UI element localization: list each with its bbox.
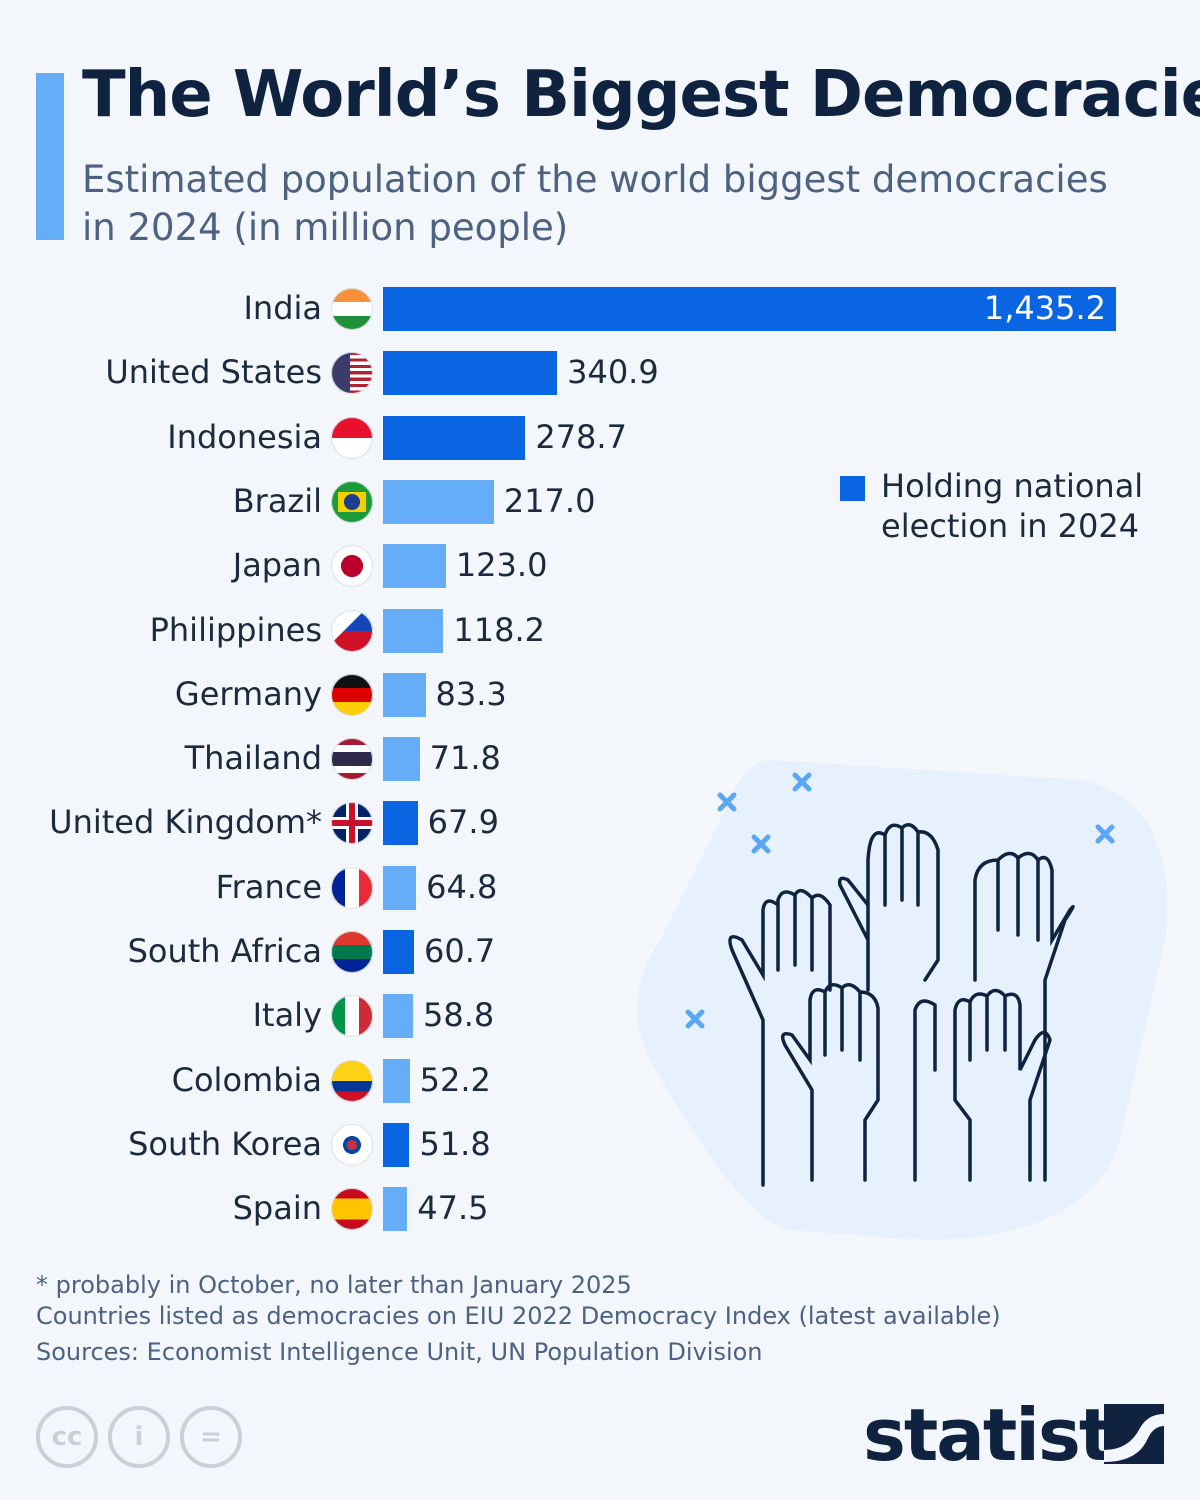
value-label: 278.7 — [535, 417, 627, 456]
bar-row: Spain 47.5 — [0, 1187, 1200, 1232]
bar-row: Italy 58.8 — [0, 994, 1200, 1039]
bar — [383, 608, 444, 653]
category-label: Colombia — [171, 1060, 322, 1099]
bar-row: Brazil 217.0 — [0, 479, 1200, 524]
value-label: 51.8 — [419, 1124, 491, 1163]
category-label: Japan — [232, 546, 322, 585]
bar — [383, 737, 420, 782]
bar — [383, 801, 418, 846]
bar — [383, 1187, 408, 1232]
title-accent-bar — [36, 73, 64, 240]
category-label: India — [243, 289, 322, 327]
value-label: 1,435.2 — [983, 289, 1106, 327]
bar-row: United States 340.9 — [0, 351, 1200, 396]
category-label: Germany — [174, 674, 322, 713]
value-label: 217.0 — [503, 481, 596, 520]
bar-row: India 1,435.2 — [0, 287, 1200, 331]
bar-row: France 64.8 — [0, 865, 1200, 910]
bar — [383, 994, 414, 1039]
value-label: 71.8 — [429, 739, 501, 778]
statista-logo-mark — [1104, 1404, 1164, 1464]
bar-row: South Africa 60.7 — [0, 930, 1200, 974]
value-label: 60.7 — [424, 932, 496, 970]
value-label: 340.9 — [567, 353, 659, 392]
bar — [383, 1058, 410, 1103]
category-label: Thailand — [184, 739, 322, 778]
category-label: France — [215, 867, 322, 906]
raised-hands-illustration — [637, 760, 1167, 1240]
footnote-asterisk: * probably in October, no later than Jan… — [36, 1271, 632, 1299]
category-label: South Africa — [127, 932, 322, 970]
flag-icon — [331, 673, 373, 716]
bar — [383, 479, 494, 524]
flag-icon — [331, 480, 373, 523]
value-label: 58.8 — [423, 996, 495, 1035]
bar — [383, 351, 558, 396]
bar-row: Japan 123.0 — [0, 544, 1200, 589]
footnote-index: Countries listed as democracies on EIU 2… — [36, 1302, 1001, 1330]
flag-icon — [331, 545, 373, 588]
bar — [383, 1122, 410, 1167]
flag-icon — [331, 931, 373, 973]
bar-row: South Korea 51.8 — [0, 1122, 1200, 1167]
bar — [383, 544, 446, 589]
category-label: United Kingdom* — [49, 803, 322, 842]
category-label: Brazil — [232, 481, 322, 520]
value-label: 52.2 — [419, 1060, 491, 1099]
chart-subtitle: Estimated population of the world bigges… — [82, 158, 1108, 249]
bar — [383, 865, 417, 910]
flag-icon — [331, 288, 373, 330]
no-derivatives-icon[interactable]: = — [180, 1406, 242, 1468]
bar — [383, 415, 526, 460]
value-label: 67.9 — [427, 803, 499, 842]
category-label: Indonesia — [167, 417, 322, 456]
category-label: Philippines — [149, 610, 322, 649]
bar-row: Colombia 52.2 — [0, 1058, 1200, 1103]
value-label: 123.0 — [455, 546, 548, 585]
legend-label: Holding national election in 2024 — [881, 467, 1144, 545]
attribution-icon[interactable]: i — [108, 1406, 170, 1468]
footnotes: * probably in October, no later than Jan… — [36, 1270, 1001, 1332]
flag-icon — [331, 866, 373, 909]
flag-icon — [331, 738, 373, 781]
flag-icon — [331, 995, 373, 1038]
bar — [383, 930, 414, 974]
category-label: South Korea — [128, 1124, 322, 1163]
source-text: Sources: Economist Intelligence Unit, UN… — [36, 1338, 763, 1366]
flag-icon — [331, 1123, 373, 1166]
bar — [383, 672, 426, 717]
flag-icon — [331, 1188, 373, 1231]
flag-icon — [331, 609, 373, 652]
value-label: 47.5 — [417, 1189, 489, 1228]
bar-row: Philippines 118.2 — [0, 608, 1200, 653]
flag-icon — [331, 802, 373, 845]
bar-row: Germany 83.3 — [0, 672, 1200, 717]
chart-title: The World’s Biggest Democracies — [82, 58, 1200, 132]
cc-icon[interactable]: cc — [36, 1406, 98, 1468]
flag-icon — [331, 352, 373, 395]
bar-row: United Kingdom* 67.9 — [0, 801, 1200, 846]
bar-row: Thailand 71.8 — [0, 737, 1200, 782]
category-label: Spain — [232, 1189, 322, 1228]
value-label: 118.2 — [453, 610, 545, 649]
bar — [383, 287, 1116, 331]
flag-icon — [331, 416, 373, 459]
category-label: United States — [105, 353, 322, 392]
value-label: 83.3 — [435, 674, 507, 713]
value-label: 64.8 — [426, 867, 498, 906]
bar-row: Indonesia 278.7 — [0, 415, 1200, 460]
category-label: Italy — [252, 996, 322, 1035]
flag-icon — [331, 1059, 373, 1102]
legend-swatch — [840, 476, 865, 501]
